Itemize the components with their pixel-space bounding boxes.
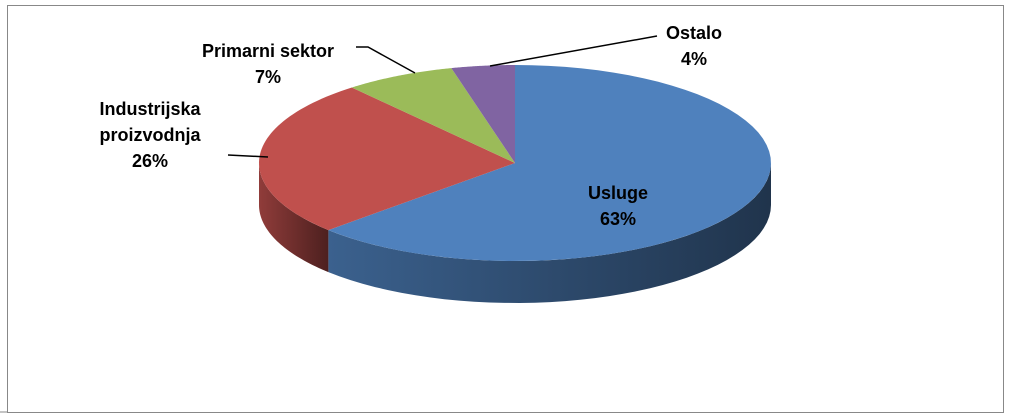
data-label: Primarni sektor 7% bbox=[178, 38, 358, 90]
frame bbox=[7, 5, 1004, 413]
data-label: Ostalo 4% bbox=[644, 20, 744, 72]
leader-line bbox=[489, 35, 658, 67]
slice bbox=[259, 87, 515, 231]
slice bbox=[451, 65, 515, 163]
label-name: Usluge bbox=[587, 183, 648, 203]
label-value: 26% bbox=[131, 151, 169, 171]
label-name: Industrijska proizvodnja bbox=[99, 99, 201, 145]
data-label: Industrijska proizvodnja 26% bbox=[75, 96, 225, 174]
label-value: 4% bbox=[680, 49, 707, 69]
data-label: Usluge 63% bbox=[558, 180, 678, 232]
leaders bbox=[227, 35, 658, 158]
sides bbox=[259, 163, 771, 303]
tops bbox=[259, 65, 771, 261]
slice-side bbox=[328, 163, 771, 303]
slice bbox=[351, 68, 515, 163]
leader-line bbox=[356, 46, 416, 74]
label-value: 7% bbox=[254, 67, 281, 87]
leader-line bbox=[227, 154, 269, 158]
label-name: Ostalo bbox=[665, 23, 722, 43]
slice-side bbox=[259, 163, 329, 273]
label-value: 63% bbox=[599, 209, 637, 229]
slice bbox=[328, 65, 771, 261]
label-name: Primarni sektor bbox=[201, 41, 335, 61]
